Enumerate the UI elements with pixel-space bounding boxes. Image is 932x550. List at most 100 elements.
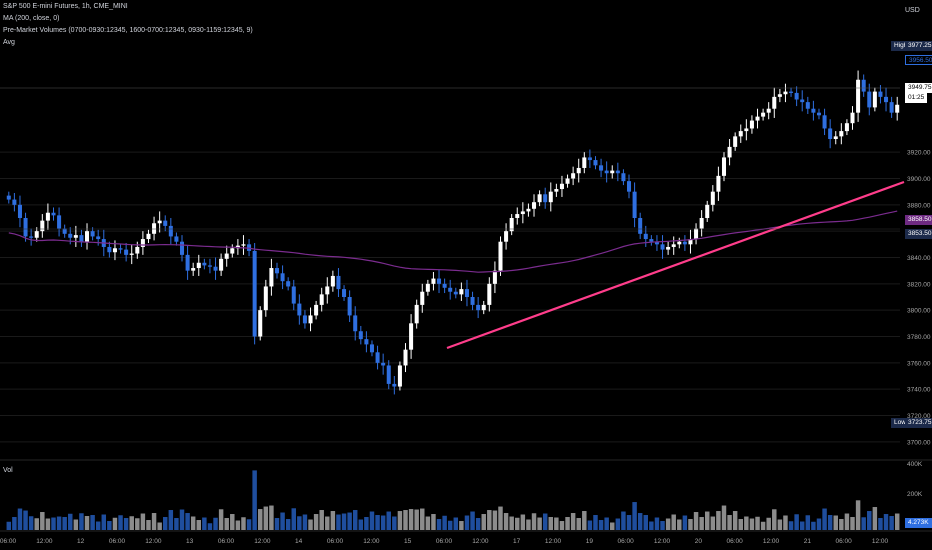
candle-body <box>777 94 782 97</box>
candle-body <box>593 160 598 166</box>
volume-bar <box>626 515 632 530</box>
candle-body <box>420 291 425 305</box>
ma-indicator-legend[interactable]: MA (200, close, 0) <box>3 15 60 22</box>
candle-body <box>386 365 391 384</box>
volume-bar <box>397 511 403 530</box>
x-tick-label: 12:00 <box>145 538 162 545</box>
candle-body <box>397 365 402 387</box>
volume-bar <box>241 517 246 530</box>
volume-value-tag: 4.273K <box>905 518 932 528</box>
volume-bar <box>515 517 520 530</box>
volume-bar <box>325 516 330 530</box>
volume-bar <box>185 513 190 530</box>
volume-bar <box>308 519 313 530</box>
y-tick-label: 3920.00 <box>907 150 931 157</box>
volume-bar <box>878 518 883 530</box>
volume-bar <box>207 523 213 530</box>
volume-bar <box>358 519 364 530</box>
candle-body <box>766 108 771 113</box>
x-tick-label: 17 <box>513 538 521 545</box>
pmv-indicator-legend[interactable]: Pre-Market Volumes (0700-0930:12345, 160… <box>3 27 253 34</box>
volume-bar <box>168 510 174 530</box>
volume-bar <box>654 517 660 530</box>
candle-body <box>660 244 665 250</box>
volume-bar <box>565 517 570 530</box>
x-tick-label: 12:00 <box>472 538 489 545</box>
high-label: High <box>891 41 911 51</box>
low-label: Low <box>891 418 909 428</box>
candle-body <box>649 239 654 242</box>
candle-body <box>414 304 419 324</box>
candle-body <box>710 191 715 205</box>
candle-body <box>191 268 196 271</box>
volume-bar <box>123 518 129 530</box>
volume-bar <box>470 511 475 530</box>
y-tick-label: 3740.00 <box>907 387 931 394</box>
x-tick-label: 06:00 <box>727 538 744 545</box>
volume-bar <box>425 516 431 530</box>
volume-bar <box>369 511 375 530</box>
volume-bar <box>436 519 442 530</box>
volume-bar <box>56 516 62 530</box>
candle-body <box>107 246 112 253</box>
candle-body <box>235 245 240 249</box>
candle-body <box>688 239 693 245</box>
volume-bar <box>174 518 179 530</box>
candle-body <box>654 241 659 245</box>
candle-body <box>112 248 117 253</box>
volume-bar <box>570 513 576 530</box>
volume-bar <box>598 520 604 530</box>
candle-body <box>677 241 682 245</box>
candle-body <box>453 291 458 295</box>
volume-bar <box>799 521 805 530</box>
volume-bar <box>34 518 39 530</box>
avg-indicator-legend[interactable]: Avg <box>3 39 15 46</box>
volume-bar <box>73 519 79 530</box>
candle-body <box>621 173 626 182</box>
x-tick-label: 12:00 <box>254 538 271 545</box>
volume-bar <box>710 516 716 530</box>
candle-body <box>526 208 531 212</box>
volume-bar <box>576 518 581 530</box>
candle-body <box>196 262 201 269</box>
candle-body <box>548 191 553 203</box>
volume-bar <box>833 515 838 530</box>
low-value-tag: 3723.75 <box>905 418 932 428</box>
volume-bar <box>90 515 95 530</box>
candle-body <box>314 304 319 316</box>
candle-body <box>152 223 157 234</box>
volume-bar <box>755 516 760 530</box>
candle-body <box>448 287 453 292</box>
candle-body <box>73 235 78 238</box>
candle-body <box>816 112 821 116</box>
volume-bar <box>727 515 732 530</box>
volume-bar <box>280 512 285 530</box>
volume-bar <box>777 519 783 530</box>
volume-bar <box>738 519 743 530</box>
volume-bar <box>190 516 196 530</box>
candle-body <box>738 131 743 137</box>
x-tick-label: 06:00 <box>618 538 635 545</box>
volume-bar <box>475 518 481 530</box>
volume-bar <box>671 514 676 530</box>
volume-bar <box>414 509 419 530</box>
volume-bar <box>604 517 609 530</box>
candle-body <box>168 225 173 237</box>
volume-bar <box>179 509 185 530</box>
candle-body <box>498 241 503 271</box>
volume-bar <box>509 516 514 530</box>
candle-body <box>615 170 620 174</box>
volume-bar <box>403 510 408 530</box>
candle-body <box>532 202 537 209</box>
volume-bar <box>297 516 302 530</box>
candle-body <box>733 136 738 147</box>
volume-bar <box>12 517 17 530</box>
volume-bar <box>615 518 621 530</box>
volume-bar <box>855 500 861 530</box>
candle-body <box>582 157 587 168</box>
volume-bar <box>643 515 649 530</box>
candle-body <box>861 79 866 92</box>
volume-bar <box>839 519 844 530</box>
candle-body <box>57 215 62 229</box>
